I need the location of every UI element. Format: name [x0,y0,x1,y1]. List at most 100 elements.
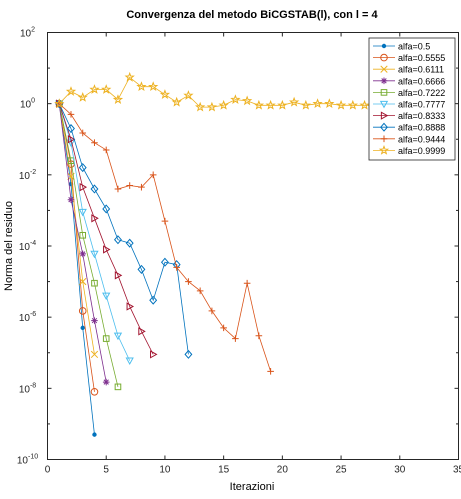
legend-marker [380,77,388,85]
data-point [67,135,76,144]
legend-marker [380,89,388,96]
legend-entry: alfa=0.7222 [373,88,445,98]
legend-label: alfa=0.9999 [398,146,445,156]
data-point [113,235,122,245]
x-axis-label: Iterazioni [230,481,275,493]
legend-entry: alfa=0.9999 [373,144,445,156]
data-point [79,183,88,192]
y-tick-label: 10-10 [17,454,38,467]
data-point [173,264,180,271]
legend-label: alfa=0.5 [398,42,430,52]
data-point [171,96,182,107]
data-point [195,101,206,112]
data-point [255,332,263,340]
y-tick-label: 10-8 [19,382,36,395]
data-point [79,277,87,286]
series-line [58,103,154,355]
x-tick-label: 20 [277,465,289,476]
series-line [58,103,119,387]
data-point [148,81,159,92]
data-point [67,111,75,118]
data-point [78,307,87,315]
data-point [149,171,157,179]
data-point [241,95,253,106]
data-point [114,383,122,391]
data-point [253,99,265,110]
data-point [102,204,111,214]
data-point [159,89,171,99]
data-point [265,99,276,110]
legend-marker [378,144,390,155]
data-point [230,94,241,104]
y-tick-label: 102 [20,27,35,40]
series-alfa-0.8888 [55,99,193,359]
data-point [91,317,98,324]
data-point [90,184,99,194]
legend-entry: alfa=0.6111 [373,65,444,75]
legend-entry: alfa=0.9444 [373,134,445,144]
data-point [101,84,112,94]
series-line [58,103,189,355]
data-point [103,245,111,254]
data-point [277,99,288,110]
data-point [78,208,87,217]
data-point [114,271,123,280]
data-point [220,324,227,332]
data-point [102,335,110,342]
legend-entry: alfa=0.6666 [373,76,445,86]
data-point [232,335,239,342]
data-point [183,90,194,100]
legend-entry: alfa=0.8333 [373,111,445,121]
data-point [149,295,158,305]
series-line [58,103,95,435]
data-point [65,86,77,96]
data-point [138,183,145,191]
series-line [58,103,95,355]
series-alfa-0.9444 [55,100,274,375]
chart-title: Convergenza del metodo BiCGSTAB(l), con … [126,9,378,21]
legend-label: alfa=0.6666 [398,76,445,86]
data-point [288,96,300,107]
legend-label: alfa=0.5555 [398,53,445,63]
data-point [80,325,85,331]
legend-marker [380,122,388,132]
data-point [125,357,134,365]
series-line [58,103,131,361]
data-point [67,196,75,204]
data-point [77,91,88,102]
data-point [267,368,274,375]
legend-marker [380,111,389,120]
legend-entry: alfa=0.8888 [373,122,445,133]
data-point [359,99,370,110]
data-point [150,350,158,359]
data-point [90,387,99,396]
data-point [114,185,122,193]
legend-label: alfa=0.6111 [398,65,444,75]
data-point [113,332,123,341]
data-point [67,123,75,134]
data-point [300,99,311,110]
legend-marker [380,135,388,143]
data-point [79,231,87,239]
data-point [218,99,229,110]
data-point [185,278,192,285]
data-point [335,99,347,110]
data-point [126,302,135,311]
legend-label: alfa=0.7222 [398,88,445,98]
data-point [206,101,218,112]
legend-marker [380,65,388,73]
series-alfa-0.9999 [54,71,405,112]
data-point [312,98,323,109]
x-tick-label: 10 [159,465,171,476]
legend-marker [379,100,389,109]
data-point [137,264,146,274]
legend-label: alfa=0.8333 [398,111,445,121]
data-point [90,350,99,359]
data-point [78,163,87,173]
legend-entry: alfa=0.5 [373,42,430,52]
data-point [112,94,124,104]
data-point [136,81,147,92]
legend-label: alfa=0.9444 [398,134,445,144]
legend-entry: alfa=0.5555 [373,53,445,63]
